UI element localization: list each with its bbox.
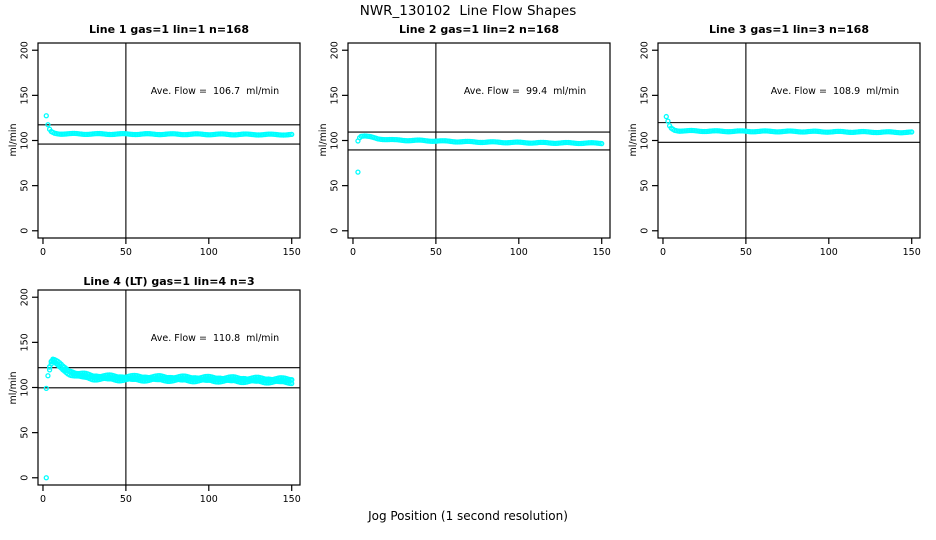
x-tick-label: 50 — [120, 494, 132, 505]
y-tick-label: 50 — [20, 180, 31, 192]
y-tick-label: 150 — [330, 86, 341, 104]
y-tick-label: 150 — [640, 86, 651, 104]
scatter-plot-line-4: 0 50 100 150 200 0 50 100 150 — [20, 288, 301, 505]
figure-title: NWR_130102 Line Flow Shapes — [359, 3, 577, 19]
y-tick-label: 0 — [640, 228, 651, 234]
scatter-points — [43, 113, 295, 138]
x-tick-label: 0 — [350, 247, 356, 258]
data-point — [665, 118, 671, 124]
y-axis: 0 50 100 150 200 — [20, 41, 38, 234]
y-tick-label: 50 — [330, 180, 341, 192]
y-axis: 0 50 100 150 200 — [330, 41, 348, 234]
y-tick-label: 100 — [20, 378, 31, 396]
subplot-title-line-2: Line 2 gas=1 lin=2 n=168 — [398, 23, 559, 36]
x-tick-label: 150 — [283, 494, 301, 505]
x-axis: 0 50 100 150 — [40, 238, 301, 258]
data-point — [46, 367, 53, 373]
data-point — [43, 385, 49, 392]
plot-box — [657, 42, 921, 239]
y-tick-label: 0 — [20, 228, 31, 234]
plot-box — [37, 289, 301, 486]
reference-lines — [38, 43, 300, 238]
subplot-line-2: 0 50 100 150 200 0 50 100 150 Line 2 gas=1 lin=2… — [310, 20, 622, 270]
y-axis-label-line-4: ml/min — [8, 371, 19, 405]
data-point — [289, 377, 295, 383]
scatter-points — [355, 133, 605, 175]
y-tick-label: 50 — [20, 427, 31, 439]
x-tick-label: 100 — [510, 247, 528, 258]
x-tick-label: 0 — [40, 494, 46, 505]
x-axis-label: Jog Position (1 second resolution) — [368, 509, 568, 523]
subplot-line-3: 0 50 100 150 200 0 50 100 150 Line 3 gas=1 lin=3… — [620, 20, 932, 270]
ave-flow-annotation-line-1: Ave. Flow = 106.7 ml/min — [150, 86, 280, 97]
x-tick-label: 150 — [903, 247, 921, 258]
data-point — [43, 113, 49, 119]
y-tick-label: 150 — [20, 86, 31, 104]
y-axis-label-line-2: ml/min — [318, 123, 329, 157]
x-tick-label: 100 — [200, 494, 218, 505]
x-tick-label: 150 — [593, 247, 611, 258]
y-axis: 0 50 100 150 200 — [640, 41, 658, 234]
data-point — [355, 169, 361, 175]
y-tick-label: 0 — [20, 475, 31, 481]
plot-box — [347, 42, 611, 239]
scatter-points — [43, 356, 295, 481]
x-tick-label: 50 — [430, 247, 442, 258]
y-tick-label: 200 — [640, 41, 651, 59]
scatter-points — [663, 113, 915, 136]
data-point — [909, 129, 915, 135]
reference-lines — [38, 290, 300, 485]
data-point — [663, 113, 669, 120]
x-tick-label: 150 — [283, 247, 301, 258]
scatter-plot-line-3: 0 50 100 150 200 0 50 100 150 — [640, 41, 921, 258]
x-axis: 0 50 100 150 — [350, 238, 611, 258]
x-tick-label: 100 — [820, 247, 838, 258]
x-tick-label: 0 — [40, 247, 46, 258]
subplot-line-4: 0 50 100 150 200 0 50 100 150 Line 4 (LT) gas=1 … — [0, 272, 312, 522]
reference-lines — [658, 43, 920, 238]
subplot-title-line-4: Line 4 (LT) gas=1 lin=4 n=3 — [83, 275, 255, 288]
y-tick-label: 200 — [20, 288, 31, 306]
subplot-title-line-1: Line 1 gas=1 lin=1 n=168 — [88, 23, 249, 36]
y-axis: 0 50 100 150 200 — [20, 288, 38, 481]
data-point — [289, 131, 295, 137]
y-tick-label: 200 — [330, 41, 341, 59]
data-point — [599, 140, 605, 147]
subplot-title-line-3: Line 3 gas=1 lin=3 n=168 — [708, 23, 869, 36]
y-axis-label-line-3: ml/min — [628, 123, 639, 157]
scatter-plot-line-1: 0 50 100 150 200 0 50 100 150 — [20, 41, 301, 258]
y-axis-label-line-1: ml/min — [8, 123, 19, 157]
subplot-line-1: 0 50 100 150 200 0 50 100 150 Line 1 gas=1 lin=1… — [0, 20, 312, 270]
x-axis: 0 50 100 150 — [660, 238, 921, 258]
x-tick-label: 50 — [740, 247, 752, 258]
y-tick-label: 150 — [20, 333, 31, 351]
y-tick-label: 100 — [20, 131, 31, 149]
ave-flow-annotation-line-4: Ave. Flow = 110.8 ml/min — [150, 333, 280, 344]
x-tick-label: 0 — [660, 247, 666, 258]
y-tick-label: 100 — [330, 131, 341, 149]
data-point — [43, 475, 49, 481]
x-tick-label: 50 — [120, 247, 132, 258]
ave-flow-annotation-line-2: Ave. Flow = 99.4 ml/min — [463, 86, 587, 97]
y-tick-label: 100 — [640, 131, 651, 149]
plot-box — [37, 42, 301, 239]
scatter-plot-line-2: 0 50 100 150 200 0 50 100 150 — [330, 41, 611, 258]
ave-flow-annotation-line-3: Ave. Flow = 108.9 ml/min — [770, 86, 900, 97]
y-tick-label: 50 — [640, 180, 651, 192]
x-axis: 0 50 100 150 — [40, 485, 301, 505]
data-point — [45, 373, 51, 379]
y-tick-label: 200 — [20, 41, 31, 59]
data-point — [45, 122, 51, 128]
y-tick-label: 0 — [330, 228, 341, 234]
x-tick-label: 100 — [200, 247, 218, 258]
